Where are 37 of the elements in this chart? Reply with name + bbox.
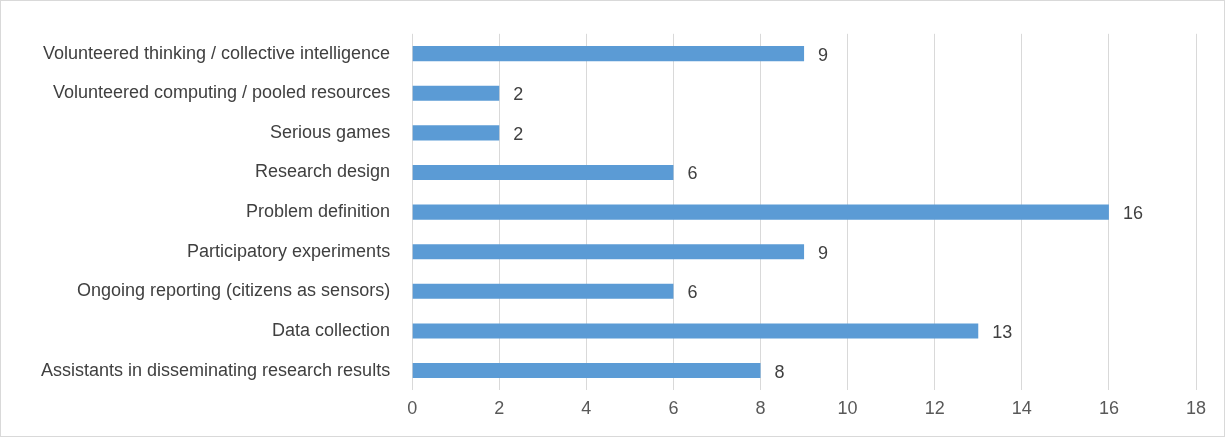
- x-tick-label: 2: [494, 398, 505, 419]
- y-tick-label: Research design: [255, 161, 391, 182]
- bar: [412, 323, 979, 339]
- x-tick-label: 12: [924, 398, 945, 419]
- y-tick-label: Volunteered computing / pooled resources: [52, 82, 391, 103]
- data-label: 9: [818, 44, 829, 65]
- bar: [412, 204, 1109, 220]
- x-tick-label: 0: [407, 398, 418, 419]
- y-tick-label: Serious games: [270, 121, 391, 142]
- bar: [412, 283, 674, 299]
- data-label: 13: [992, 321, 1013, 342]
- bar: [412, 125, 500, 141]
- x-tick-label: 4: [581, 398, 592, 419]
- data-label: 16: [1122, 203, 1143, 224]
- x-tick-label: 14: [1011, 398, 1032, 419]
- bar: [412, 164, 674, 181]
- bar: [412, 85, 500, 101]
- x-tick-label: 16: [1098, 398, 1119, 419]
- y-tick-label: Data collection: [272, 319, 391, 340]
- data-label: 2: [513, 84, 524, 105]
- y-tick-label: Assistants in disseminating research results: [40, 359, 391, 380]
- y-tick-label: Problem definition: [246, 201, 391, 222]
- bar: [412, 46, 805, 62]
- data-label: 6: [687, 163, 698, 184]
- x-tick-label: 8: [755, 398, 766, 419]
- data-label: 9: [818, 242, 829, 263]
- y-tick-label: Ongoing reporting (citizens as sensors): [76, 280, 391, 301]
- x-tick-label: 6: [668, 398, 679, 419]
- x-tick-label: 10: [837, 398, 858, 419]
- y-tick-label: Volunteered thinking / collective intelligence: [42, 42, 391, 63]
- x-tick-label: 18: [1185, 398, 1207, 419]
- data-label: 8: [774, 361, 785, 382]
- data-label: 6: [687, 282, 698, 303]
- y-tick-label: Participatory experiments: [187, 240, 391, 261]
- data-label: 2: [513, 123, 524, 144]
- bar: [412, 363, 761, 379]
- bar: [412, 244, 805, 260]
